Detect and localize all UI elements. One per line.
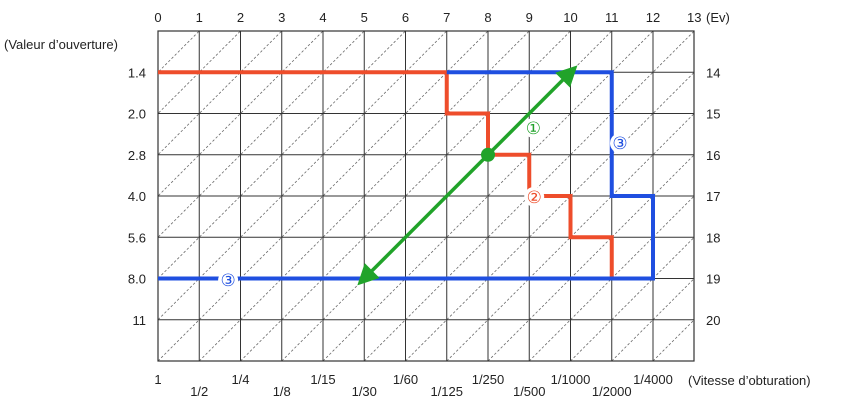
left-tick-label: 11 [133,313,147,328]
left-tick-label: 1.4 [128,65,146,80]
bottom-tick-label: 1/125 [430,384,463,399]
left-tick-label: 8.0 [128,272,146,287]
ev-diagonal-line [363,31,694,361]
ev-diagonal-line [158,31,365,238]
top-tick-label: 10 [563,10,577,25]
ev-diagonal-line [281,31,613,361]
left-tick-label: 4.0 [128,189,146,204]
left-axis: 1.4 2.0 2.8 4.0 5.6 8.0 11 [128,65,146,328]
bottom-tick-label: 1/30 [352,384,377,399]
ev-diagonal-line [158,31,242,115]
marker-blue-right: ③ [612,134,627,153]
series-center-point [481,147,495,162]
bottom-tick-label: 1/2 [190,384,208,399]
right-tick-label: 15 [706,107,720,122]
ev-diagonal-line [405,71,694,361]
ev-diagonal-line [652,319,694,361]
ev-diagonal-line [198,31,530,361]
marker-red: ② [527,188,542,207]
plot-frame [157,30,695,362]
top-tick-label: 9 [526,10,533,25]
bottom-tick-label: 1/2000 [592,384,632,399]
top-tick-label: 3 [278,10,285,25]
bottom-tick-label: 1/1000 [551,372,591,387]
left-axis-label: (Valeur d’ouverture) [4,37,118,52]
bottom-axis: 1 1/4 1/15 1/60 1/250 1/1000 1/4000 1/2 1/8 1/30 1… [154,372,673,399]
marker-blue-left-bg [218,270,239,291]
ev-diagonal-line [158,31,489,361]
marker-green-bg [523,117,544,138]
right-tick-label: 14 [706,65,720,80]
bottom-tick-label: 1/8 [273,384,291,399]
series-lines [158,65,655,286]
ev-diagonal-line [487,154,694,361]
bottom-axis-label: (Vitesse d’obturation) [688,373,811,388]
diagonal-ev-lines [158,0,848,361]
marker-blue-right-bg [610,133,630,154]
ev-diagonal-line [158,31,159,32]
top-tick-label: 8 [484,10,491,25]
series-markers: ① ② ③ ③ [218,117,630,291]
top-tick-label: 7 [443,10,450,25]
ev-diagonal-line [693,360,694,361]
ev-diagonal-line [446,113,694,361]
top-tick-label: 12 [646,10,660,25]
ev-diagonal-line [611,278,694,361]
bottom-tick-label: 1/60 [393,372,418,387]
top-tick-label: 0 [154,10,161,25]
bottom-tick-label: 1/250 [472,372,505,387]
left-tick-label: 2.0 [128,107,146,122]
bottom-tick-label: 1/4000 [633,372,673,387]
marker-red-bg [524,186,545,207]
top-tick-label: 2 [237,10,244,25]
top-tick-label: 4 [319,10,326,25]
left-tick-label: 5.6 [128,230,146,245]
ev-diagonal-line [818,0,848,361]
ev-diagonal-line [158,31,407,280]
bottom-tick-label: 1/15 [310,372,335,387]
top-axis-unit: (Ev) [706,10,730,25]
ev-diagonal-line [240,31,572,361]
ev-diagonal-line [158,31,283,156]
bottom-tick-label: 1/4 [231,372,249,387]
right-tick-label: 17 [706,189,720,204]
ev-diagonal-line [322,31,654,361]
top-tick-label: 11 [605,10,619,25]
right-tick-label: 16 [706,148,720,163]
right-tick-label: 18 [706,230,720,245]
right-axis: 14 15 16 17 18 19 20 [706,65,720,328]
top-tick-label: 6 [402,10,409,25]
marker-blue-left: ③ [221,271,236,290]
top-axis: 0 1 2 3 4 5 6 7 8 9 10 11 12 13 [154,10,701,25]
ev-diagonal-line [736,0,848,361]
left-tick-label: 2.8 [128,148,146,163]
top-tick-label: 13 [687,10,701,25]
marker-green: ① [526,119,541,138]
top-tick-label: 5 [361,10,368,25]
series-line-shift [357,65,578,286]
ev-diagonal-line [158,31,448,321]
bottom-tick-label: 1/500 [513,384,546,399]
bottom-tick-label: 1 [154,372,161,387]
right-tick-label: 19 [706,272,720,287]
top-tick-label: 1 [196,10,203,25]
ev-diagonal-line [777,0,848,361]
ev-diagonal-line [528,195,694,361]
right-tick-label: 20 [706,313,720,328]
